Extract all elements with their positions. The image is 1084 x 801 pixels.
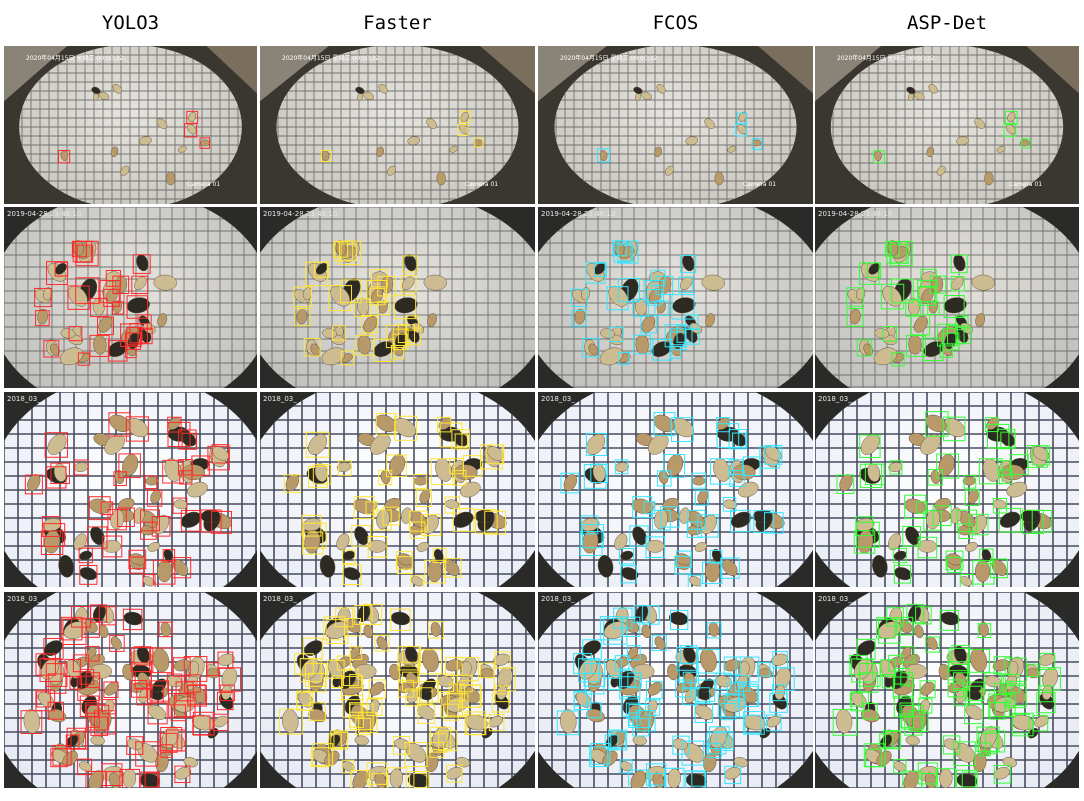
- detection-boxes: [836, 411, 1053, 587]
- timestamp-overlay: 2020年04月15日 星期三 00:00:32: [560, 54, 657, 62]
- trap-photo: 2019-04-28 23:48:10: [538, 207, 813, 388]
- timestamp-overlay: 2019-04-28 23:48:10: [541, 210, 615, 218]
- detection-panel: 2019-04-28 23:48:10: [260, 207, 535, 388]
- detection-panel: 2020年04月15日 星期三 00:00:32 Camera 01: [4, 46, 257, 204]
- detection-boxes: [556, 605, 795, 788]
- detection-panel: 2018_03_: [538, 392, 813, 587]
- trap-photo: 2020年04月15日 星期三 00:00:32 Camera 01: [538, 46, 813, 204]
- detection-panel: 2020年04月15日 星期三 00:00:32 Camera 01: [538, 46, 813, 204]
- timestamp-overlay: 2018_03_: [7, 595, 41, 603]
- trap-photo: 2018_03_: [260, 592, 535, 788]
- camera-label: Camera 01: [465, 181, 498, 188]
- detection-panel: 2019-04-28 23:48:10: [815, 207, 1079, 388]
- timestamp-overlay: 2019-04-28 23:48:10: [7, 210, 81, 218]
- detection-boxes: [597, 112, 763, 163]
- trap-photo: 2020年04月15日 星期三 00:00:32 Camera 01: [260, 46, 535, 204]
- detection-boxes: [34, 240, 153, 366]
- timestamp-overlay: 2018_03_: [541, 595, 575, 603]
- camera-label: Camera 01: [743, 181, 776, 188]
- timestamp-overlay: 2018_03_: [818, 595, 852, 603]
- camera-label: Camera 01: [1009, 181, 1042, 188]
- detection-panel: 2018_03_: [260, 392, 535, 587]
- detection-panel: 2020年04月15日 星期三 00:00:32 Camera 01: [815, 46, 1079, 204]
- detection-panel: 2018_03_: [4, 592, 257, 788]
- trap-photo: 2020年04月15日 星期三 00:00:32 Camera 01: [815, 46, 1079, 204]
- trap-photo: 2020年04月15日 星期三 00:00:32 Camera 01: [4, 46, 257, 204]
- trap-photo: 2018_03_: [815, 392, 1079, 587]
- detection-boxes: [283, 412, 507, 587]
- column-title-yolo3: YOLO3: [101, 12, 160, 34]
- trap-photo: 2018_03_: [4, 392, 257, 587]
- detection-panel: 2018_03_: [815, 592, 1079, 788]
- detection-panel: 2019-04-28 23:48:10: [538, 207, 813, 388]
- timestamp-overlay: 2018_03_: [7, 395, 41, 403]
- detection-panel: 2018_03_: [815, 392, 1079, 587]
- timestamp-overlay: 2018_03_: [263, 395, 297, 403]
- timestamp-overlay: 2018_03_: [541, 395, 575, 403]
- detection-panel: 2018_03_: [538, 592, 813, 788]
- detection-boxes: [832, 603, 1061, 788]
- trap-photo: 2018_03_: [538, 392, 813, 587]
- detection-boxes: [24, 412, 233, 587]
- trap-photo: 2019-04-28 23:48:10: [260, 207, 535, 388]
- timestamp-overlay: 2020年04月15日 星期三 00:00:32: [282, 54, 379, 62]
- column-title-faster: Faster: [363, 12, 432, 34]
- detection-boxes: [58, 110, 210, 164]
- trap-photo: 2018_03_: [815, 592, 1079, 788]
- detection-boxes: [873, 110, 1031, 164]
- trap-photo: 2019-04-28 23:48:10: [815, 207, 1079, 388]
- timestamp-overlay: 2020年04月15日 星期三 00:00:32: [837, 54, 934, 62]
- detection-panel: 2018_03_: [4, 392, 257, 587]
- camera-label: Camera 01: [187, 181, 220, 188]
- detection-panel: 2019-04-28 23:48:10: [4, 207, 257, 388]
- column-title-asp-det: ASP-Det: [906, 12, 988, 34]
- detection-panel: 2020年04月15日 星期三 00:00:32 Camera 01: [260, 46, 535, 204]
- trap-photo: 2018_03_: [538, 592, 813, 788]
- column-title-fcos: FCOS: [652, 12, 699, 34]
- detection-boxes: [20, 604, 242, 788]
- timestamp-overlay: 2019-04-28 23:48:10: [818, 210, 892, 218]
- timestamp-overlay: 2020年04月15日 星期三 00:00:32: [26, 54, 123, 62]
- timestamp-overlay: 2018_03_: [818, 395, 852, 403]
- trap-photo: 2018_03_: [260, 392, 535, 587]
- detection-boxes: [560, 412, 784, 587]
- timestamp-overlay: 2018_03_: [263, 595, 297, 603]
- detection-boxes: [279, 603, 516, 788]
- trap-photo: 2019-04-28 23:48:10: [4, 207, 257, 388]
- trap-photo: 2018_03_: [4, 592, 257, 788]
- timestamp-overlay: 2019-04-28 23:48:10: [263, 210, 337, 218]
- detection-boxes: [570, 240, 700, 365]
- detection-boxes: [293, 240, 422, 366]
- detection-boxes: [846, 240, 971, 367]
- detection-boxes: [320, 110, 484, 162]
- detection-panel: 2018_03_: [260, 592, 535, 788]
